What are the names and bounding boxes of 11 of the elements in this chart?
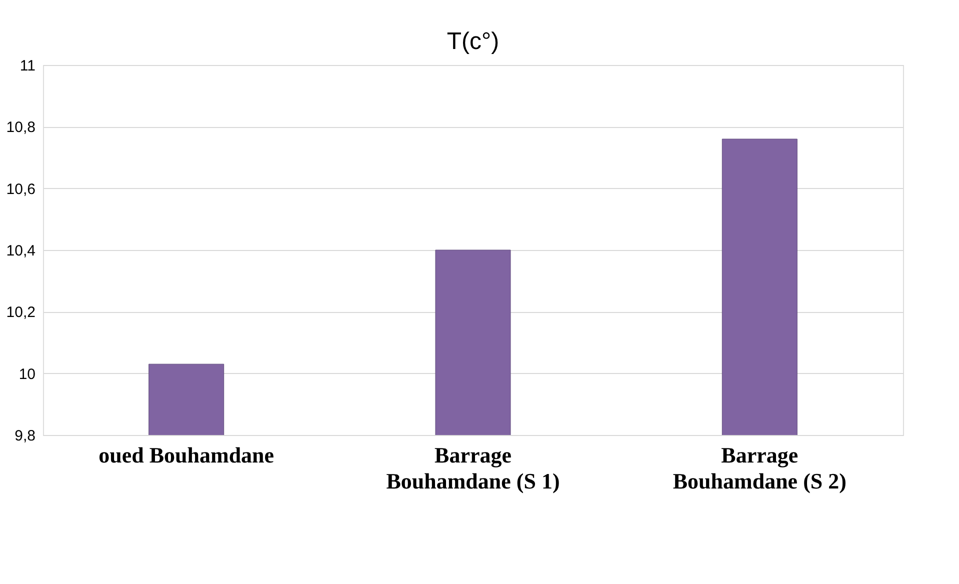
y-tick-label: 9,8 bbox=[14, 428, 36, 444]
chart-title: T(c°) bbox=[446, 28, 500, 55]
y-tick-label: 10,8 bbox=[6, 119, 36, 136]
y-tick-label: 11 bbox=[20, 58, 36, 74]
x-tick-label: oued Bouhamdane bbox=[98, 442, 274, 468]
x-tick-label: Barrage Bouhamdane (S 2) bbox=[672, 442, 846, 494]
x-tick-label: Barrage Bouhamdane (S 1) bbox=[386, 442, 560, 494]
y-tick-label: 10,2 bbox=[6, 304, 36, 322]
y-tick-label: 10,4 bbox=[6, 242, 36, 260]
y-tick-label: 10,6 bbox=[6, 180, 36, 198]
y-tick-label: 10 bbox=[18, 366, 36, 383]
